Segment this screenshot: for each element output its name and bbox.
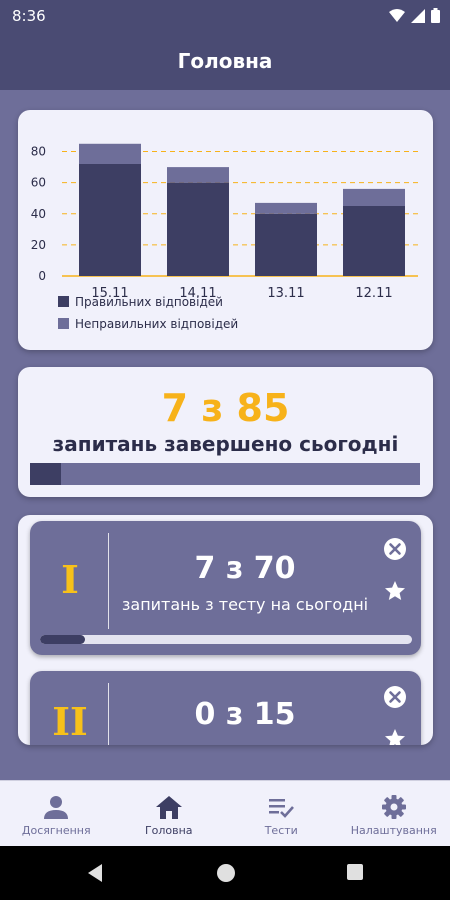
status-bar: 8:36 [0,0,450,32]
signal-icon [411,8,425,23]
star-icon[interactable] [383,579,407,603]
battery-icon [431,8,440,23]
test-item[interactable]: II 0 з 15 [30,671,421,745]
test-item[interactable]: I 7 з 70 запитань з тесту на сьогодні [30,521,421,655]
nav-label: Головна [144,824,193,837]
nav-label: Налаштування [350,824,437,837]
test-numeral: II [52,699,88,744]
test-divider [108,533,109,629]
page-title: Головна [177,49,273,73]
app-bar: Головна [0,32,450,90]
y-tick-label: 80 [31,145,46,159]
daily-progress-bar [30,463,420,485]
bar-segment [255,202,317,214]
test-description: запитань з тесту на сьогодні [121,595,369,614]
test-count: 0 з 15 [194,697,296,732]
test-progress-fill [40,635,85,644]
test-divider [108,683,109,745]
bar-segment [343,206,405,276]
y-tick-label: 40 [31,207,46,221]
status-icons [389,8,440,23]
tests-card[interactable]: I 7 з 70 запитань з тесту на сьогодні II… [18,515,433,745]
nav-item-settings[interactable]: Налаштування [338,781,450,846]
star-icon[interactable] [383,727,407,745]
person-icon [44,796,69,819]
x-tick-label: 12.11 [355,286,392,301]
daily-progress-fill [30,463,62,485]
legend-label: Правильних відповідей [75,295,223,309]
bar-segment [167,167,229,183]
main-content[interactable]: 15.11 14.11 13.11 12.11 0 20 40 60 80 Правильни… [0,90,450,780]
nav-item-home[interactable]: Головна [113,781,226,846]
bottom-navigation: Досягнення Головна Тести Налаштування [0,780,450,846]
x-tick-label: 13.11 [267,286,304,301]
system-navigation-bar [0,846,450,900]
close-circle-icon[interactable] [383,537,407,561]
nav-item-tests[interactable]: Тести [225,781,338,846]
gear-icon [381,795,406,819]
home-icon [155,796,182,819]
nav-label: Тести [264,824,298,837]
test-progress-bar [40,635,412,644]
nav-item-achievements[interactable]: Досягнення [0,781,113,846]
y-tick-label: 20 [31,238,46,252]
answers-bar-chart: 15.11 14.11 13.11 12.11 0 20 40 60 80 Правильни… [31,143,418,331]
x-tick-label: 15.11 [91,286,128,301]
bar-segment [167,182,229,276]
legend-swatch [58,296,69,307]
wifi-icon [389,8,405,22]
recents-icon[interactable] [346,863,364,881]
test-numeral: I [61,557,79,602]
daily-count: 7 з 85 [161,386,290,430]
bar-segment [79,164,141,276]
legend-label: Неправильних відповідей [75,317,238,331]
bar-segment [79,143,141,164]
bar-segment [343,188,405,206]
close-circle-icon[interactable] [383,685,407,709]
stats-chart-card: 15.11 14.11 13.11 12.11 0 20 40 60 80 Правильни… [18,110,433,350]
y-tick-label: 0 [38,269,46,283]
bar-segment [255,213,317,276]
back-icon[interactable] [86,863,104,883]
daily-label: запитань завершено сьогодні [52,432,399,456]
status-time: 8:36 [12,7,46,25]
checklist-icon [269,799,295,818]
x-tick-label: 14.11 [179,286,216,301]
legend-swatch [58,318,69,329]
test-count: 7 з 70 [194,551,296,586]
nav-label: Досягнення [21,824,91,837]
home-circle-icon[interactable] [216,863,236,883]
daily-progress-card: 7 з 85 запитань завершено сьогодні [18,367,433,497]
y-tick-label: 60 [31,176,46,190]
